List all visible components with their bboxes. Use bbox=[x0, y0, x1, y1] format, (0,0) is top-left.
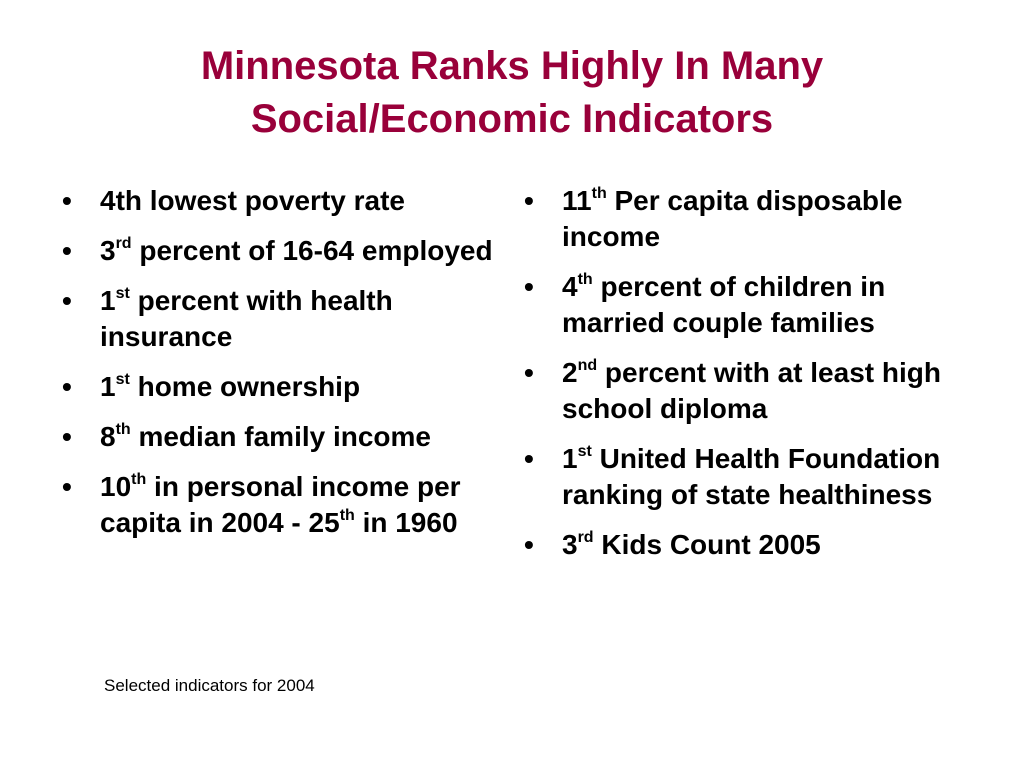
bullet-icon: • bbox=[524, 529, 534, 560]
bullet-text-run: 11 bbox=[562, 185, 592, 216]
bullet-text-run: percent of 16-64 employed bbox=[131, 235, 493, 266]
bullet-item: • 4th lowest poverty rate bbox=[62, 183, 502, 219]
bullet-icon: • bbox=[524, 443, 534, 474]
bullet-icon: • bbox=[62, 285, 72, 316]
bullet-icon: • bbox=[524, 357, 534, 388]
bullet-text-run: 2 bbox=[562, 357, 578, 388]
bullet-text-run: percent with health insurance bbox=[100, 285, 393, 352]
bullet-text-run: home ownership bbox=[129, 371, 361, 402]
bullet-text-run: percent with at least high school diplom… bbox=[562, 357, 941, 424]
slide-title-line-1: Minnesota Ranks Highly In Many bbox=[200, 44, 824, 88]
left-bullet-list: • 4th lowest poverty rate • 3rd percent of … bbox=[62, 183, 502, 555]
bullet-icon: • bbox=[62, 421, 72, 452]
bullet-text: 1st home ownership bbox=[100, 371, 360, 402]
bullet-text: 1st percent with health insurance bbox=[100, 285, 393, 352]
bullet-icon: • bbox=[524, 185, 534, 216]
bullet-text-run: 1 bbox=[562, 443, 578, 474]
bullet-item: • 8th median family income bbox=[62, 419, 502, 455]
ordinal-suffix: st bbox=[577, 443, 592, 460]
bullet-item: • 11th Per capita disposable income bbox=[524, 183, 974, 255]
right-bullet-list: • 11th Per capita disposable income • 4th p… bbox=[524, 183, 974, 577]
bullet-item: • 10th in personal income per capita in 2… bbox=[62, 469, 502, 541]
bullet-icon: • bbox=[62, 235, 72, 266]
ordinal-suffix: th bbox=[339, 507, 355, 524]
bullet-icon: • bbox=[524, 271, 534, 302]
bullet-text: 3rd percent of 16-64 employed bbox=[100, 235, 493, 266]
slide-title-line-2: Social/Economic Indicators bbox=[250, 97, 774, 141]
ordinal-suffix: rd bbox=[577, 529, 594, 546]
bullet-item: • 4th percent of children in married coup… bbox=[524, 269, 974, 341]
bullet-text-run: 1 bbox=[100, 285, 116, 316]
bullet-text: 8th median family income bbox=[100, 421, 431, 452]
ordinal-suffix: th bbox=[591, 185, 607, 202]
bullet-item: • 2nd percent with at least high school d… bbox=[524, 355, 974, 427]
bullet-text-run: in personal income per capita in 2004 - … bbox=[100, 471, 461, 538]
bullet-text-run: 1 bbox=[100, 371, 116, 402]
bullet-text-run: 4th lowest poverty rate bbox=[100, 185, 405, 216]
ordinal-suffix: th bbox=[577, 271, 593, 288]
ordinal-suffix: st bbox=[115, 285, 130, 302]
ordinal-suffix: st bbox=[115, 371, 130, 388]
bullet-text-run: 3 bbox=[562, 529, 578, 560]
bullet-text-run: median family income bbox=[130, 421, 432, 452]
ordinal-suffix: th bbox=[131, 471, 147, 488]
bullet-item: • 3rd percent of 16-64 employed bbox=[62, 233, 502, 269]
bullet-text-run: 8 bbox=[100, 421, 116, 452]
bullet-icon: • bbox=[62, 371, 72, 402]
bullet-item: • 1st percent with health insurance bbox=[62, 283, 502, 355]
slide-title: Minnesota Ranks Highly In Many Social/Ec… bbox=[0, 40, 1024, 146]
bullet-text: 4th percent of children in married coupl… bbox=[562, 271, 885, 338]
bullet-item: • 3rd Kids Count 2005 bbox=[524, 527, 974, 563]
bullet-text: 4th lowest poverty rate bbox=[100, 185, 405, 216]
bullet-text-run: 3 bbox=[100, 235, 116, 266]
bullet-text-run: Kids Count 2005 bbox=[593, 529, 821, 560]
bullet-text: 1st United Health Foundation ranking of … bbox=[562, 443, 940, 510]
bullet-item: • 1st United Health Foundation ranking of… bbox=[524, 441, 974, 513]
bullet-text-run: 10 bbox=[100, 471, 132, 502]
footnote: Selected indicators for 2004 bbox=[104, 676, 315, 695]
ordinal-suffix: th bbox=[115, 421, 131, 438]
bullet-text: 3rd Kids Count 2005 bbox=[562, 529, 821, 560]
bullet-text-run: in 1960 bbox=[354, 507, 458, 538]
bullet-text-run: Per capita disposable income bbox=[562, 185, 903, 252]
ordinal-suffix: rd bbox=[115, 235, 132, 252]
ordinal-suffix: nd bbox=[577, 357, 598, 374]
bullet-text: 2nd percent with at least high school di… bbox=[562, 357, 941, 424]
bullet-text-run: 4 bbox=[562, 271, 578, 302]
bullet-text-run: United Health Foundation ranking of stat… bbox=[562, 443, 941, 510]
bullet-text: 11th Per capita disposable income bbox=[562, 185, 902, 252]
bullet-text-run: percent of children in married couple fa… bbox=[562, 271, 886, 338]
bullet-text: 10th in personal income per capita in 20… bbox=[100, 471, 461, 538]
bullet-icon: • bbox=[62, 471, 72, 502]
bullet-icon: • bbox=[62, 185, 72, 216]
bullet-item: • 1st home ownership bbox=[62, 369, 502, 405]
